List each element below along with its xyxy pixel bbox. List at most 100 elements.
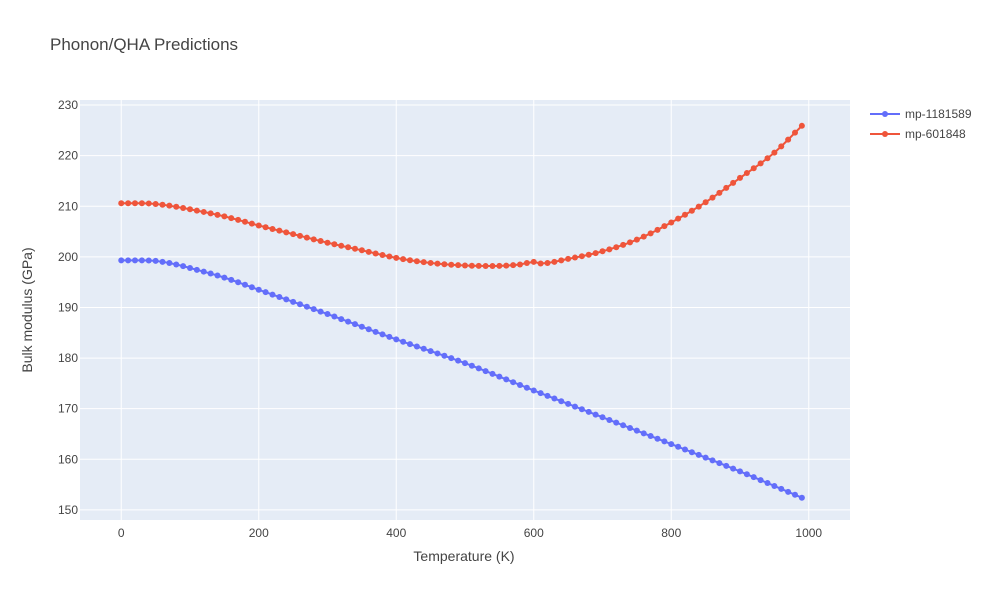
legend-item[interactable]: mp-1181589 (870, 107, 972, 121)
data-point (400, 338, 407, 345)
data-point (125, 200, 132, 207)
data-point (737, 468, 743, 475)
data-point (358, 247, 365, 254)
data-point (551, 258, 558, 265)
data-point (785, 488, 792, 495)
data-point (255, 222, 262, 229)
data-point (578, 406, 585, 413)
legend-item[interactable]: mp-601848 (870, 127, 966, 141)
data-point (496, 262, 503, 269)
data-point (283, 229, 290, 236)
data-point (345, 318, 352, 325)
y-tick-label: 170 (58, 402, 78, 416)
data-point (757, 477, 764, 484)
legend-marker (882, 111, 888, 117)
data-point (462, 360, 468, 367)
data-point (338, 316, 345, 323)
data-point (792, 129, 798, 136)
data-point (792, 491, 798, 498)
data-point (654, 226, 661, 233)
data-point (661, 438, 668, 445)
data-point (489, 370, 496, 377)
data-point (441, 261, 448, 268)
data-point (455, 357, 462, 364)
data-point (606, 416, 613, 423)
data-point (276, 294, 283, 301)
data-point (565, 400, 572, 407)
data-point (303, 303, 310, 310)
data-point (386, 333, 393, 340)
data-point (365, 326, 372, 333)
data-point (427, 259, 434, 266)
data-point (654, 435, 661, 442)
data-point (723, 462, 730, 469)
data-point (475, 365, 482, 372)
data-point (331, 241, 338, 248)
data-point (510, 379, 517, 386)
data-point (468, 262, 475, 269)
data-point (310, 236, 317, 243)
data-point (523, 384, 530, 391)
data-point (180, 205, 187, 212)
data-point (757, 160, 764, 167)
data-point (283, 296, 290, 303)
data-point (125, 257, 132, 264)
legend-label: mp-601848 (905, 127, 966, 141)
data-point (193, 266, 200, 273)
data-point (627, 239, 633, 246)
data-point (613, 419, 620, 426)
data-point (695, 451, 702, 458)
data-point (358, 323, 365, 330)
y-tick-label: 210 (58, 199, 78, 213)
data-point (585, 251, 592, 258)
data-point (523, 259, 530, 266)
data-point (565, 255, 572, 262)
data-point (159, 258, 166, 265)
data-point (255, 286, 262, 293)
data-point (503, 262, 510, 269)
data-point (145, 257, 152, 264)
data-point (510, 262, 517, 269)
data-point (462, 262, 468, 269)
series-mp-1181589 (118, 257, 805, 501)
data-point (248, 284, 255, 291)
data-point (468, 362, 475, 369)
data-point (132, 200, 138, 207)
data-point (262, 224, 269, 231)
data-point (785, 136, 792, 143)
x-tick-label: 400 (386, 526, 406, 540)
data-point (551, 395, 558, 402)
data-point (221, 213, 228, 220)
data-point (420, 259, 427, 266)
data-point (750, 165, 757, 172)
data-point (661, 223, 668, 230)
data-point (482, 262, 489, 269)
data-point (138, 200, 145, 207)
data-point (269, 291, 276, 298)
data-point (702, 454, 709, 461)
data-point (434, 350, 441, 357)
data-point (627, 424, 633, 431)
data-point (331, 313, 338, 320)
data-point (730, 179, 737, 186)
data-point (152, 200, 159, 207)
data-point (242, 218, 248, 225)
data-point (228, 276, 235, 283)
data-point (675, 215, 682, 222)
data-point (269, 225, 276, 232)
data-point (455, 262, 462, 269)
data-point (379, 331, 386, 338)
data-point (200, 208, 207, 215)
y-axis-title: Bulk modulus (GPa) (19, 247, 35, 372)
data-point (427, 348, 434, 355)
data-point (496, 373, 503, 380)
data-point (200, 268, 207, 275)
data-point (173, 203, 180, 210)
data-point (352, 245, 358, 252)
data-point (407, 341, 413, 348)
data-point (324, 239, 331, 246)
chart-title: Phonon/QHA Predictions (50, 35, 238, 54)
data-point (118, 200, 125, 207)
data-point (640, 233, 647, 240)
data-point (317, 238, 324, 245)
